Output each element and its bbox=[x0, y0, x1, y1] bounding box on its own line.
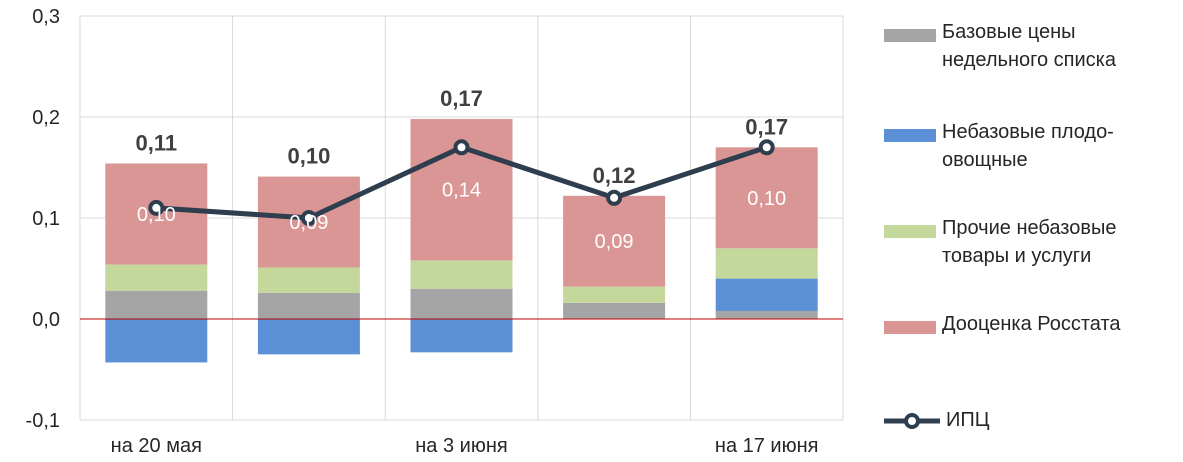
legend-item-rosstat: Дооценка Росстата bbox=[884, 314, 1168, 338]
legend-label-fruit-veg: Небазовые плодо-овощные bbox=[942, 118, 1168, 174]
bar-segment bbox=[258, 319, 360, 354]
cpi-value-label: 0,12 bbox=[593, 163, 636, 188]
bar-segment-label: 0,10 bbox=[747, 188, 786, 210]
legend-swatch-rosstat bbox=[884, 321, 936, 334]
cpi-value-label: 0,17 bbox=[745, 114, 788, 139]
legend-label-base-prices: Базовые цены недельного списка bbox=[942, 18, 1168, 74]
x-tick-label: на 3 июня bbox=[415, 435, 507, 457]
y-tick-label: 0,0 bbox=[32, 309, 60, 331]
x-tick-label: на 17 июня bbox=[715, 435, 819, 457]
bar-segment bbox=[563, 303, 665, 319]
bar-segment bbox=[105, 319, 207, 362]
legend-label-other-goods: Прочие небазовые товары и услуги bbox=[942, 214, 1168, 270]
bar-segment bbox=[716, 311, 818, 319]
bar-segment bbox=[411, 289, 513, 319]
cpi-marker bbox=[456, 141, 468, 153]
legend-swatch-fruit-veg bbox=[884, 129, 936, 142]
bar-segment bbox=[563, 287, 665, 303]
bar-segment bbox=[105, 264, 207, 290]
legend-item-other-goods: Прочие небазовые товары и услуги bbox=[884, 218, 1168, 270]
legend-item-cpi: ИПЦ bbox=[884, 410, 1172, 434]
cpi-value-label: 0,10 bbox=[287, 144, 330, 169]
bar-segment bbox=[411, 319, 513, 352]
bar-segment bbox=[716, 279, 818, 311]
bar-segment bbox=[716, 248, 818, 278]
y-tick-label: 0,1 bbox=[32, 208, 60, 230]
y-tick-label: 0,3 bbox=[32, 6, 60, 28]
bars bbox=[105, 119, 817, 362]
y-tick-label: 0,2 bbox=[32, 107, 60, 129]
legend-line-icon bbox=[884, 411, 940, 431]
cpi-value-label: 0,11 bbox=[135, 130, 177, 155]
cpi-marker bbox=[761, 141, 773, 153]
legend-label-rosstat: Дооценка Росстата bbox=[942, 310, 1168, 338]
legend-swatch-base-prices bbox=[884, 29, 936, 42]
bar-segment-label: 0,10 bbox=[137, 204, 176, 226]
bar-segment bbox=[258, 267, 360, 292]
legend-item-base-prices: Базовые цены недельного списка bbox=[884, 22, 1168, 74]
y-tick-label: -0,1 bbox=[26, 410, 60, 432]
legend-swatch-other-goods bbox=[884, 225, 936, 238]
bar-segment bbox=[411, 260, 513, 288]
legend-label-cpi: ИПЦ bbox=[946, 406, 1172, 434]
bar-segment bbox=[105, 291, 207, 319]
legend-item-fruit-veg: Небазовые плодо-овощные bbox=[884, 122, 1168, 174]
bar-segment-label: 0,14 bbox=[442, 180, 481, 202]
bar-segment bbox=[258, 293, 360, 319]
chart: 0,10 0,09 0,14 0,09 0,10 0,11 0,10 0,17 0,12 0,17… bbox=[0, 0, 870, 462]
bar-segment-label: 0,09 bbox=[289, 212, 328, 234]
cpi-marker bbox=[608, 192, 620, 204]
x-tick-label: на 20 мая bbox=[111, 435, 202, 457]
cpi-value-label: 0,17 bbox=[440, 86, 483, 111]
bar-segment-label: 0,09 bbox=[595, 231, 634, 253]
